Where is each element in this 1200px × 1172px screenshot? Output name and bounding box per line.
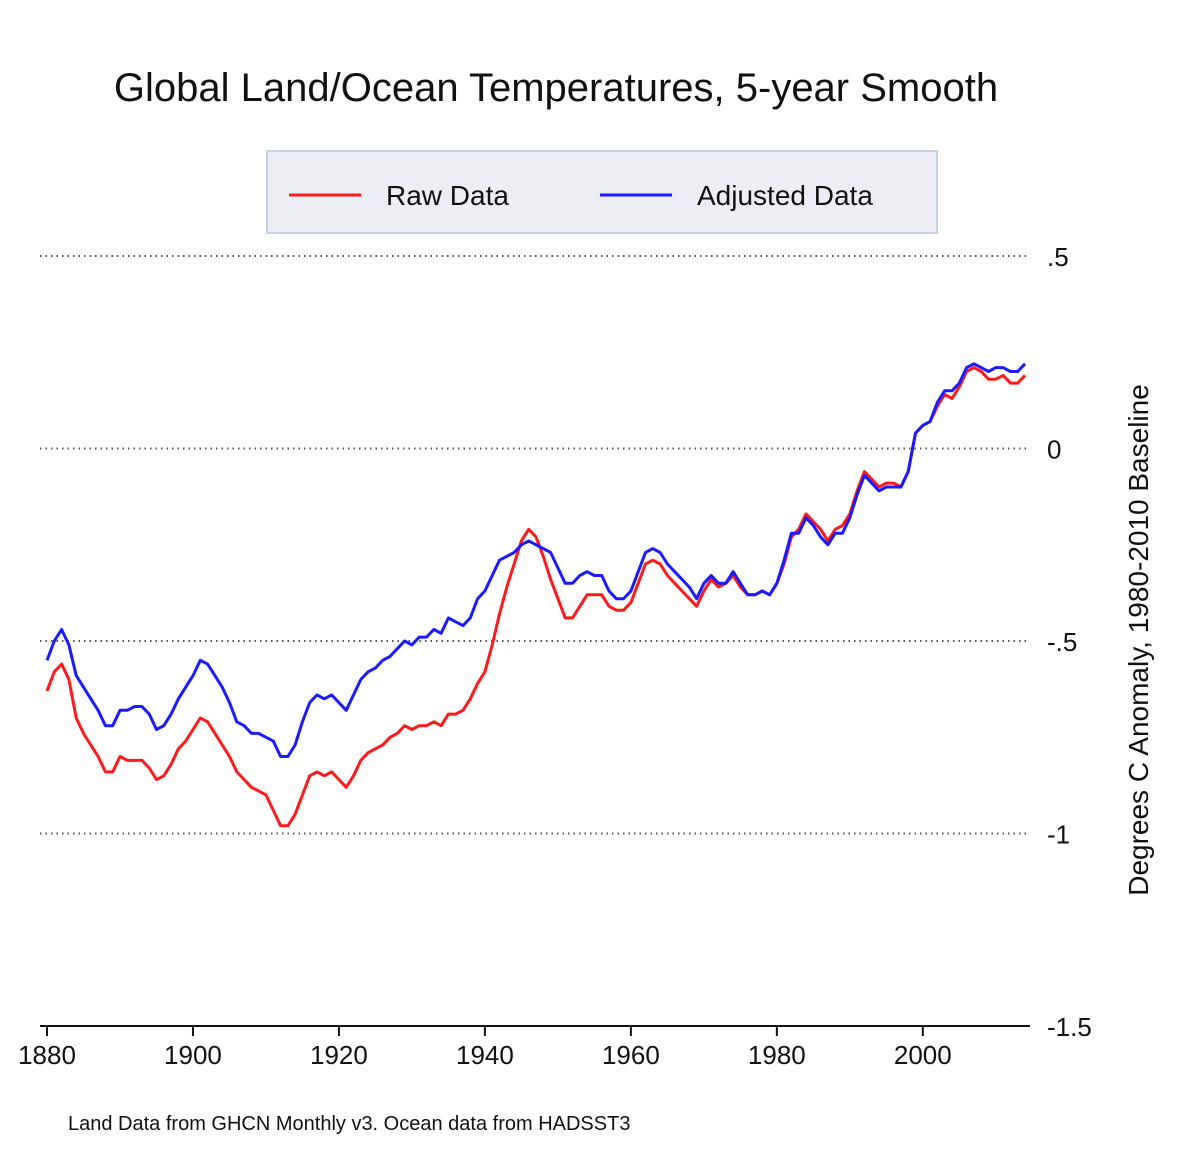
y-tick-label: -1 — [1047, 820, 1070, 850]
y-tick-label: -.5 — [1047, 627, 1077, 657]
x-tick-label: 1920 — [310, 1040, 368, 1070]
x-tick-label: 1960 — [602, 1040, 660, 1070]
y-axis-ticks: .5 0 -.5 -1 -1.5 — [1047, 242, 1092, 1042]
x-tick-label: 1900 — [164, 1040, 222, 1070]
y-axis-label: Degrees C Anomaly, 1980-2010 Baseline — [1123, 384, 1154, 896]
x-tick-label: 2000 — [894, 1040, 952, 1070]
data-source-note: Land Data from GHCN Monthly v3. Ocean da… — [68, 1113, 630, 1135]
y-tick-label: -1.5 — [1047, 1012, 1092, 1042]
legend-label-adjusted-data: Adjusted Data — [697, 180, 873, 211]
legend-label-raw-data: Raw Data — [386, 180, 509, 211]
series-line-raw-data — [45, 366, 1027, 828]
series-line-adjusted-data — [45, 362, 1027, 758]
series-lines — [45, 362, 1027, 828]
y-tick-label: 0 — [1047, 435, 1061, 465]
x-axis: 1880 1900 1920 1940 1960 1980 2000 — [18, 1025, 1030, 1070]
x-tick-label: 1980 — [748, 1040, 806, 1070]
y-tick-label: .5 — [1047, 242, 1069, 272]
x-tick-label: 1940 — [456, 1040, 514, 1070]
legend: Raw Data Adjusted Data — [266, 150, 938, 234]
x-tick-label: 1880 — [18, 1040, 76, 1070]
chart-title: Global Land/Ocean Temperatures, 5-year S… — [114, 66, 998, 110]
legend-box — [266, 150, 938, 234]
